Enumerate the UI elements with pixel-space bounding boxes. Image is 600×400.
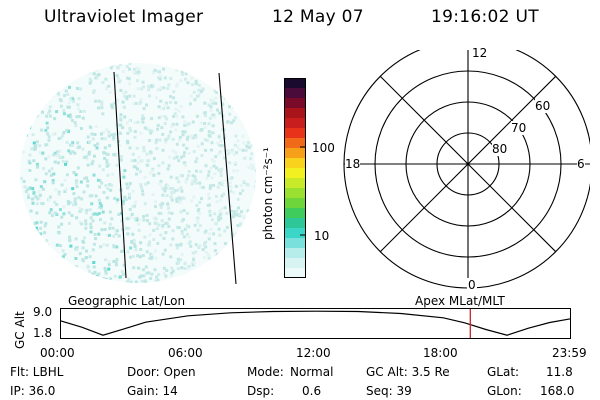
- status-glon-label: GLon:: [487, 384, 522, 398]
- colorbar-stripe: [284, 108, 306, 119]
- header-date: 12 May 07: [272, 7, 364, 27]
- timeline-plot: [60, 308, 571, 339]
- polar-ring-label-80: 80: [492, 142, 508, 156]
- status-gc-alt: GC Alt: 3.5 Re: [366, 365, 450, 379]
- polar-plot: [343, 50, 590, 289]
- colorbar-stripe: [284, 98, 306, 109]
- colorbar-stripe: [284, 258, 306, 269]
- colorbar-stripe: [284, 128, 306, 139]
- colorbar-stripe: [284, 218, 306, 229]
- colorbar-stripe: [284, 268, 306, 278]
- colorbar-stripe: [284, 168, 306, 179]
- timeline-title-right: Apex MLat/MLT: [415, 294, 505, 308]
- polar-ring-outer: [343, 50, 590, 289]
- timeline-title-left: Geographic Lat/Lon: [68, 294, 186, 308]
- polar-ring-label-70: 70: [511, 121, 527, 135]
- status-mode-label: Mode:: [247, 365, 284, 379]
- status-door: Door: Open: [127, 365, 196, 379]
- uv-image-panel: [20, 63, 256, 285]
- status-seq: Seq: 39: [366, 384, 412, 398]
- status-glat-label: GLat:: [487, 365, 520, 379]
- polar-label-18: 18: [345, 157, 361, 171]
- colorbar-stripe: [284, 248, 306, 259]
- timeline-xtick-1200: 12:00: [296, 346, 331, 360]
- colorbar-stripe: [284, 198, 306, 209]
- status-mode-value: Normal: [290, 365, 334, 379]
- uv-image-disk: [20, 63, 256, 283]
- polar-label-0: 0: [467, 278, 477, 292]
- altitude-curve: [60, 310, 571, 336]
- polar-label-6: 6: [577, 157, 585, 171]
- colorbar-stripe: [284, 78, 306, 89]
- status-glon-value: 168.0: [540, 384, 575, 398]
- timeline-ylabel: GC Alt: [13, 311, 27, 349]
- timeline-xtick-0600: 06:00: [168, 346, 203, 360]
- timeline-frame: [60, 308, 571, 339]
- colorbar-stripe: [284, 208, 306, 219]
- status-glat-value: 11.8: [546, 365, 573, 379]
- header-time: 19:16:02 UT: [431, 7, 539, 27]
- status-ip: IP: 36.0: [10, 384, 56, 398]
- polar-label-12: 12: [471, 46, 489, 60]
- status-dsp-value: 0.6: [302, 384, 322, 398]
- colorbar-tick-10: 10: [314, 229, 330, 243]
- timeline-xtick-1800: 18:00: [423, 346, 458, 360]
- status-flt: Flt: LBHL: [10, 365, 64, 379]
- status-dsp-label: Dsp:: [247, 384, 275, 398]
- timeline-ytick-1-8: 1.8: [33, 326, 53, 340]
- timeline-ytick-9: 9.0: [33, 305, 53, 319]
- colorbar-stripe: [284, 138, 306, 149]
- colorbar-stripe: [284, 238, 306, 249]
- colorbar-label: photon cm⁻²s⁻¹: [261, 147, 275, 240]
- polar-diagonal-2: [379, 75, 557, 253]
- colorbar-stripe: [284, 118, 306, 129]
- meridian-line-2: [218, 72, 237, 285]
- colorbar-stripe: [284, 158, 306, 169]
- instrument-title: Ultraviolet Imager: [44, 7, 204, 27]
- status-gain: Gain: 14: [127, 384, 178, 398]
- colorbar-stripe: [284, 188, 306, 199]
- timeline-xtick-0000: 00:00: [40, 346, 75, 360]
- colorbar-stripe: [284, 178, 306, 189]
- colorbar-stripe: [284, 148, 306, 159]
- colorbar-stripe: [284, 228, 306, 239]
- polar-ring-label-60: 60: [535, 99, 551, 113]
- colorbar: [284, 78, 306, 278]
- meridian-line-1: [113, 71, 127, 279]
- timeline-xtick-2359: 23:59: [552, 346, 587, 360]
- colorbar-stripe: [284, 88, 306, 99]
- colorbar-tick-100: 100: [312, 141, 335, 155]
